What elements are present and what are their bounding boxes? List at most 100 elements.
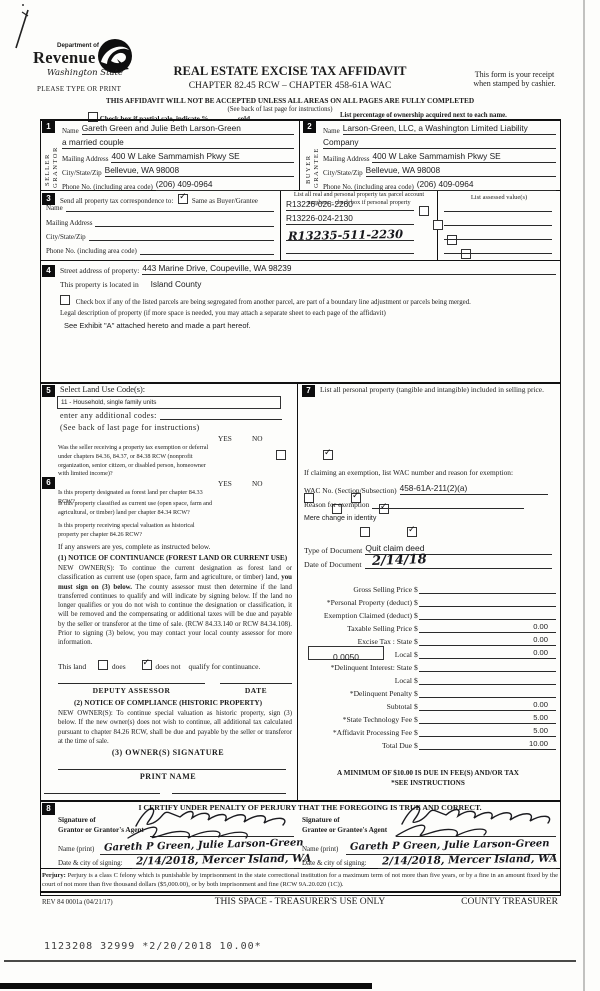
money-field[interactable] — [418, 606, 556, 607]
money-field[interactable] — [418, 684, 556, 685]
money-field[interactable]: 5.00 — [418, 726, 556, 737]
corr-address-field[interactable] — [95, 226, 274, 227]
owners-signature-line[interactable] — [58, 758, 286, 770]
print-name-line-2[interactable] — [172, 782, 286, 794]
money-field[interactable]: 0.00 — [418, 648, 556, 659]
historical-no-checkbox[interactable]: ✓ — [407, 525, 417, 537]
grantee-name-line[interactable] — [346, 842, 556, 855]
buyer-name-row2: Company — [323, 137, 556, 149]
segregated-checkbox[interactable] — [60, 295, 70, 305]
buyer-city-field[interactable]: Bellevue, WA 98008 — [365, 165, 556, 177]
money-field[interactable]: 0.00 — [418, 622, 556, 633]
grantee-date-line[interactable] — [378, 856, 556, 869]
grantor-signature-line[interactable] — [150, 825, 294, 837]
corr-phone-field[interactable] — [139, 254, 274, 255]
check-icon: ✓ — [380, 502, 388, 512]
deputy-date-line[interactable] — [220, 672, 292, 684]
buyer-phone-field[interactable]: (206) 409-0964 — [416, 179, 556, 191]
exemption-intro: If claiming an exemption, list WAC numbe… — [304, 468, 514, 477]
segregated-label: Check box if any of the listed parcels a… — [75, 299, 471, 306]
assessed-values-header: List assessed value(s) — [470, 194, 528, 201]
money-field[interactable]: 0.00 — [418, 700, 556, 711]
print-name-line-1[interactable] — [44, 782, 160, 794]
money-field[interactable] — [418, 697, 556, 698]
doc-date-label: Date of Document — [304, 560, 362, 569]
parcel-row-4-line[interactable] — [286, 241, 414, 254]
located-in-field[interactable]: Island County — [150, 279, 202, 289]
doc-date-row: Date of Document — [304, 560, 552, 569]
buyer-address-label: Mailing Address — [323, 155, 370, 163]
seller-name-field2[interactable]: a married couple — [62, 137, 294, 149]
parcel-2-personal-checkbox[interactable] — [433, 220, 443, 230]
parcel-1-personal-checkbox[interactable] — [419, 206, 429, 216]
seller-city-field[interactable]: Bellevue, WA 98008 — [104, 165, 294, 177]
deputy-assessor-label: DEPUTY ASSESSOR — [92, 686, 171, 695]
parcel-number-field[interactable]: R13226-026-2260 — [286, 199, 414, 211]
please-type-label: PLEASE TYPE OR PRINT — [37, 85, 122, 93]
corr-name-field[interactable] — [65, 211, 274, 212]
corr-name-label: Name — [46, 204, 63, 212]
money-field[interactable] — [418, 671, 556, 672]
assessed-value-line-3[interactable] — [444, 228, 552, 240]
grantor-name-line[interactable] — [100, 842, 294, 855]
buyer-name-field[interactable]: Larson-Green, LLC, a Washington Limited … — [342, 123, 556, 135]
doc-date-field[interactable] — [364, 568, 552, 569]
money-field[interactable] — [418, 619, 556, 620]
notice1-body-bold: you must sign on (3) below. — [58, 574, 292, 591]
money-label: Taxable Selling Price — [347, 624, 412, 633]
parcel-number-field[interactable]: R13226-024-2130 — [286, 213, 414, 225]
street-address-field[interactable]: 443 Marine Drive, Coupeville, WA 98239 — [142, 263, 556, 275]
deferral-no-checkbox[interactable]: ✓ — [323, 448, 333, 460]
current-use-yes-checkbox[interactable] — [332, 504, 342, 514]
money-field[interactable] — [418, 593, 556, 594]
logo-dept-text: Department of — [57, 42, 99, 49]
forest-no-checkbox[interactable]: ✓ — [351, 491, 361, 503]
buyer-address-field[interactable]: 400 W Lake Sammamish Pkwy SE — [372, 151, 556, 163]
segregated-row: Check box if any of the listed parcels a… — [60, 295, 471, 306]
money-field[interactable]: 5.00 — [418, 713, 556, 724]
money-field[interactable]: 10.00 — [418, 739, 556, 750]
receipt-note-line1: This form is your receipt — [474, 70, 555, 79]
assessed-value-line-1[interactable] — [444, 200, 552, 212]
seller-address-row: Mailing Address 400 W Lake Sammamish Pkw… — [62, 151, 294, 163]
corr-city-field[interactable] — [88, 240, 274, 241]
money-field[interactable]: 0.00 — [418, 635, 556, 646]
section4-badge: 4 — [42, 265, 55, 277]
parcel-3-personal-checkbox[interactable] — [447, 235, 457, 245]
deputy-assessor-line[interactable] — [58, 672, 205, 684]
partial-sale-checkbox[interactable] — [88, 112, 98, 122]
forest-yes-checkbox[interactable] — [304, 493, 314, 503]
seller-phone-field[interactable]: (206) 409-0964 — [155, 179, 294, 191]
doc-date-handwritten[interactable]: 2/14/18 — [371, 552, 427, 569]
dollar-sign: $ — [414, 715, 418, 724]
historical-yes-checkbox[interactable] — [360, 527, 370, 537]
seller-address-field[interactable]: 400 W Lake Sammamish Pkwy SE — [111, 151, 294, 163]
legal-description-value[interactable]: See Exhibit "A" attached hereto and made… — [64, 321, 251, 330]
doc-type-field[interactable]: Quit claim deed — [365, 543, 552, 555]
wac-row: WAC No. (Section/Subsection) 458-61A-211… — [304, 483, 548, 495]
assessed-value-line-2[interactable] — [444, 214, 552, 226]
seller-name-row2: a married couple — [62, 137, 294, 149]
land-use-code-box[interactable]: 11 - Household, single family units — [57, 396, 281, 409]
reason-label: Reason for exemption — [304, 500, 370, 509]
section6-no-header: NO — [252, 479, 263, 488]
land-does-not-checkbox[interactable]: ✓ — [141, 658, 152, 670]
grantee-name-print-label: Name (print) — [302, 845, 339, 853]
buyer-name-field2[interactable]: Company — [323, 137, 556, 149]
grantor-date-line[interactable] — [132, 856, 294, 869]
land-does-checkbox[interactable] — [98, 660, 108, 670]
historical-question: Is this property receiving special valua… — [58, 522, 195, 538]
seller-name-field[interactable]: Gareth Green and Julie Beth Larson-Green — [81, 123, 294, 135]
reason-value[interactable]: Mere change in identity — [304, 515, 377, 522]
check-icon: ✓ — [324, 448, 332, 458]
buyer-side-label2: GRANTEE — [313, 147, 320, 188]
grantee-signature-line[interactable] — [396, 825, 556, 837]
deferral-yes-checkbox[interactable] — [276, 450, 286, 460]
wac-field[interactable]: 458-61A-211(2)(a) — [399, 483, 548, 495]
parcel-4-personal-checkbox[interactable] — [461, 249, 471, 259]
reason-field[interactable] — [372, 508, 524, 509]
same-as-buyer-checkbox[interactable]: ✓ — [178, 192, 189, 204]
current-use-no-checkbox[interactable]: ✓ — [379, 502, 389, 514]
additional-codes-field[interactable] — [159, 419, 282, 420]
assessed-value-line-4[interactable] — [444, 242, 552, 254]
